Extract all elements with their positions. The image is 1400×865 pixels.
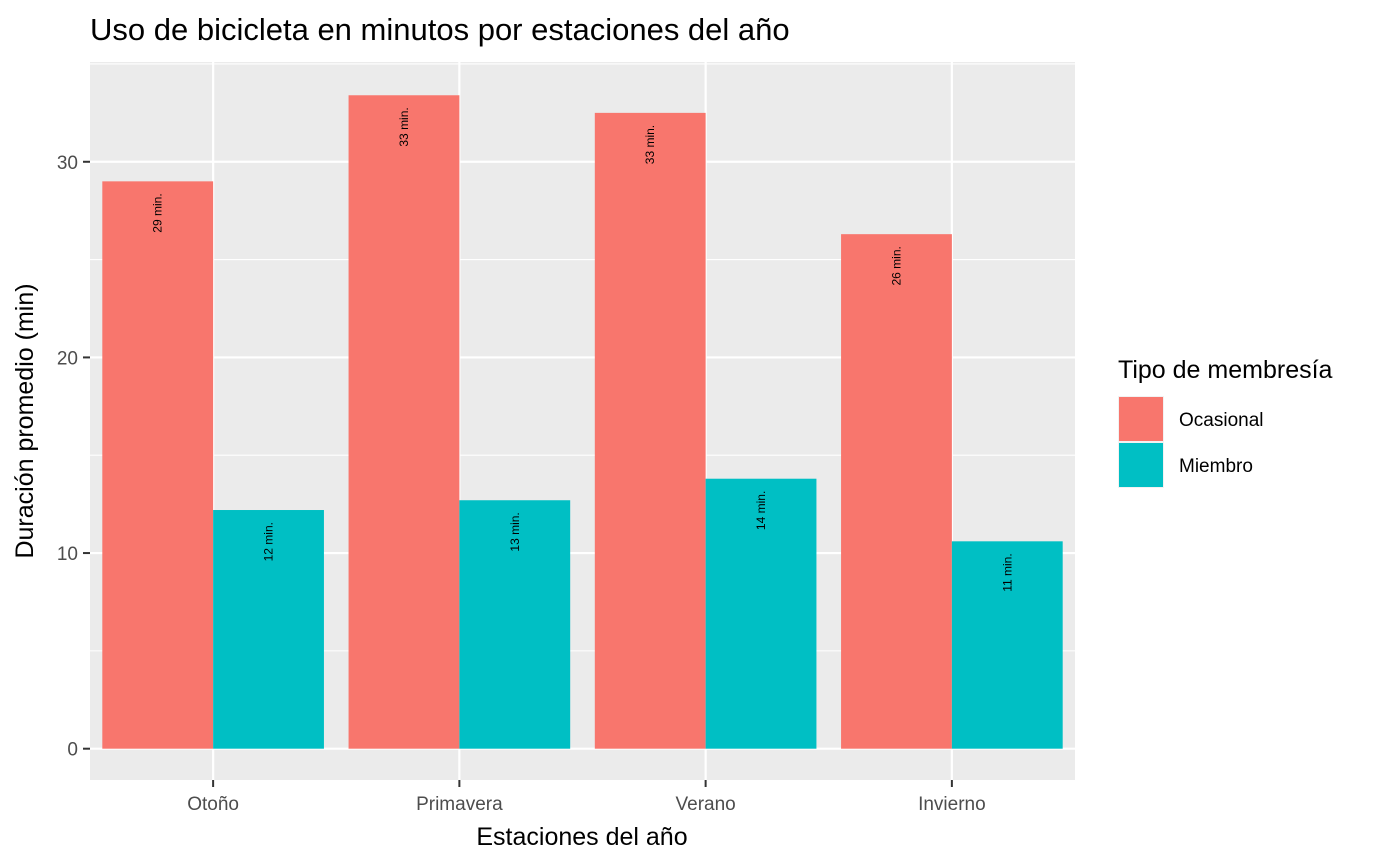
legend-label: Ocasional	[1179, 410, 1264, 431]
bar-data-label: 11 min.	[1000, 553, 1014, 591]
bar-data-label: 12 min.	[262, 522, 276, 561]
y-tick-label: 30	[57, 153, 78, 174]
legend: Tipo de membresía Ocasional Miembro	[1118, 356, 1333, 488]
y-tick-label: 0	[67, 740, 78, 761]
bar-miembro-1	[459, 500, 571, 749]
bar-data-label: 29 min.	[151, 193, 165, 232]
bar-data-label: 33 min.	[643, 125, 657, 164]
bar-data-label: 33 min.	[397, 107, 411, 146]
legend-title: Tipo de membresía	[1118, 356, 1333, 384]
legend-swatch-miembro	[1119, 443, 1163, 487]
bars	[102, 95, 1063, 749]
y-tick-label: 20	[57, 348, 78, 369]
chart-title: Uso de bicicleta en minutos por estacion…	[90, 12, 790, 47]
x-tick-label: Otoño	[187, 794, 239, 815]
y-axis-title: Duración promedio (min)	[11, 283, 39, 558]
x-tick-label: Verano	[676, 794, 736, 815]
bar-ocasional-3	[841, 234, 952, 749]
x-axis: Otoño Primavera Verano Invierno	[187, 780, 986, 815]
legend-label: Miembro	[1179, 456, 1253, 477]
x-tick-label: Invierno	[918, 794, 986, 815]
bar-ocasional-2	[594, 112, 706, 749]
bar-miembro-2	[705, 478, 817, 749]
y-tick-label: 10	[57, 544, 78, 565]
legend-swatch-ocasional	[1119, 397, 1163, 441]
bar-ocasional-0	[102, 181, 214, 749]
x-tick-label: Primavera	[416, 794, 503, 815]
bar-data-label: 14 min.	[754, 491, 768, 530]
y-axis: 0 10 20 30	[57, 153, 90, 761]
bar-data-label: 26 min.	[889, 246, 903, 285]
x-axis-title: Estaciones del año	[476, 823, 687, 851]
bar-miembro-3	[951, 541, 1063, 749]
bar-data-label: 13 min.	[508, 512, 522, 551]
bar-labels: 29 min. 12 min. 33 min. 13 min. 33 min. 14 mi…	[151, 107, 1015, 592]
bar-miembro-0	[213, 510, 324, 749]
bar-ocasional-1	[348, 95, 460, 749]
